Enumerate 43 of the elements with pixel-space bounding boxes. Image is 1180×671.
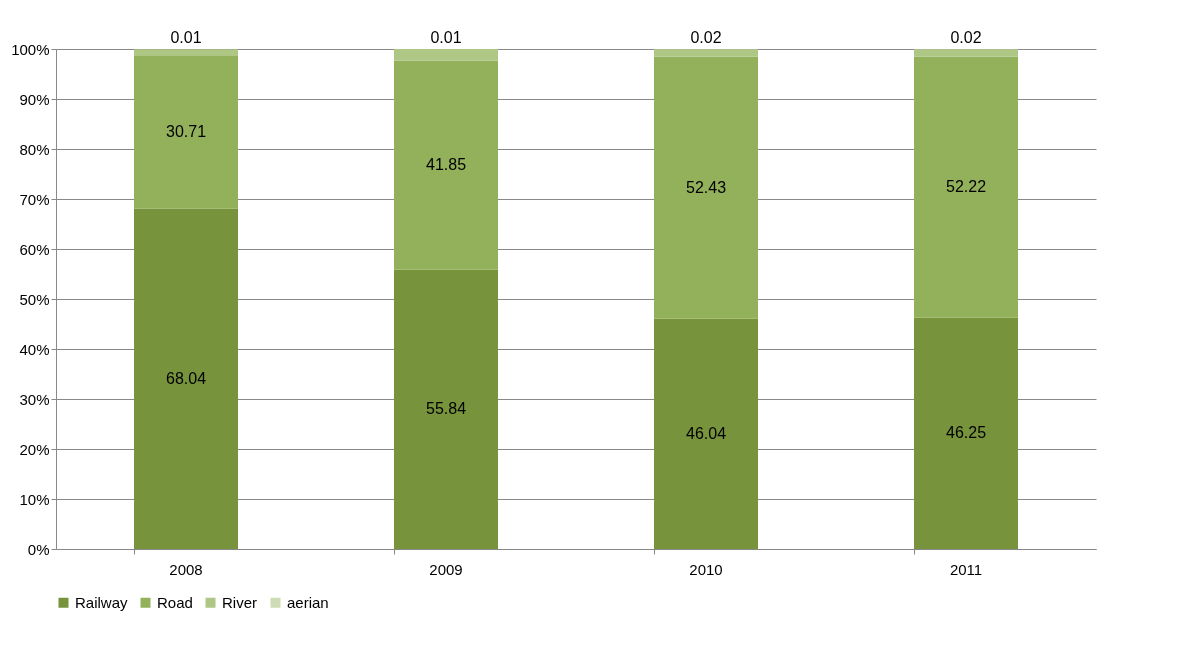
- legend-label: Road: [157, 593, 193, 611]
- y-tick-label: 40%: [19, 340, 50, 358]
- y-tick-label: 60%: [19, 240, 50, 258]
- legend-label: aerian: [287, 593, 329, 611]
- y-tick-label: 30%: [19, 390, 50, 408]
- x-tick-label: 2008: [169, 560, 203, 578]
- data-label: 0.02: [950, 29, 982, 47]
- data-label: 46.25: [945, 424, 987, 442]
- y-tick-label: 50%: [19, 290, 50, 308]
- y-tick-label: 0%: [27, 540, 50, 558]
- bar: [914, 56, 1018, 318]
- data-label: 52.43: [685, 178, 727, 196]
- bar: [394, 269, 498, 549]
- data-label: 30.71: [165, 123, 207, 141]
- data-label: 0.01: [430, 29, 462, 46]
- y-tick-label: 20%: [19, 440, 50, 458]
- bar: [134, 49, 238, 56]
- bar: [914, 49, 1018, 57]
- x-tick-label: 2009: [429, 560, 463, 578]
- data-label: 41.85: [425, 156, 467, 174]
- bar: [134, 55, 238, 209]
- bar: [654, 49, 758, 57]
- bar: [654, 318, 758, 549]
- x-tick-label: 2011: [949, 560, 983, 578]
- y-tick-label: 90%: [19, 90, 50, 108]
- data-label: 0.02: [690, 29, 722, 47]
- y-tick-label: 70%: [19, 190, 50, 208]
- data-label: 55.84: [425, 400, 467, 418]
- bar: [394, 60, 498, 270]
- y-tick-label: 100%: [11, 40, 50, 58]
- bar: [394, 49, 498, 61]
- legend-label: River: [222, 593, 258, 611]
- data-label: 52.22: [945, 178, 987, 196]
- y-tick-label: 80%: [19, 140, 50, 158]
- data-label: 68.04: [165, 369, 207, 387]
- y-tick-label: 10%: [19, 490, 50, 508]
- data-label: 0.01: [170, 29, 202, 47]
- legend-label: Railway: [75, 593, 129, 611]
- bar: [654, 56, 758, 319]
- x-tick-label: 2010: [689, 560, 723, 578]
- bar: [134, 208, 238, 549]
- data-label: 46.04: [685, 424, 727, 442]
- bar: [914, 317, 1018, 549]
